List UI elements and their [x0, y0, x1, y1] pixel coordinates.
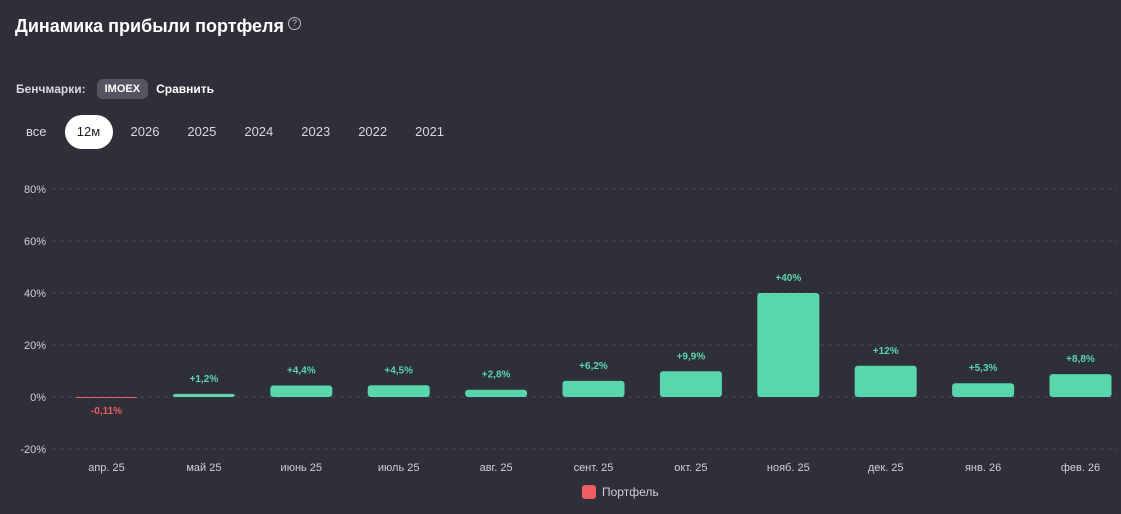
question-circle-icon[interactable]: ?	[288, 17, 301, 30]
y-tick-label: 60%	[24, 236, 46, 248]
x-tick-label: фев. 26	[1061, 462, 1100, 474]
tab-all[interactable]: все	[26, 124, 47, 139]
tab-2024[interactable]: 2024	[244, 124, 274, 139]
tab-2023[interactable]: 2023	[301, 124, 331, 139]
data-label: +12%	[873, 346, 899, 357]
data-label: +40%	[775, 273, 801, 284]
compare-button[interactable]: Сравнить	[156, 82, 215, 96]
x-tick-label: сент. 25	[574, 462, 614, 474]
bar	[270, 385, 333, 397]
x-tick-label: июнь 25	[281, 462, 323, 474]
data-label: +4,5%	[384, 365, 413, 376]
bar	[172, 393, 235, 397]
tab-12m[interactable]: 12м	[64, 115, 113, 149]
data-label: +8,8%	[1066, 354, 1095, 365]
bar	[367, 385, 430, 397]
y-tick-label: 40%	[24, 288, 46, 300]
data-label: +4,4%	[287, 366, 316, 377]
data-label: +1,2%	[190, 374, 219, 385]
y-tick-label: -20%	[20, 444, 46, 456]
x-tick-label: май 25	[186, 462, 221, 474]
data-label: +2,8%	[482, 370, 511, 381]
x-tick-label: авг. 25	[480, 462, 513, 474]
bar	[854, 365, 917, 397]
tab-2025[interactable]: 2025	[187, 124, 217, 139]
bar	[659, 371, 722, 397]
x-tick-label: дек. 25	[868, 462, 904, 474]
x-tick-label: апр. 25	[88, 462, 125, 474]
tab-2021[interactable]: 2021	[415, 124, 445, 139]
benchmark-chip-imoex[interactable]: IMOEX	[96, 79, 149, 99]
tab-2022[interactable]: 2022	[358, 124, 388, 139]
bar	[562, 380, 625, 397]
bar	[75, 397, 138, 398]
period-tabs: все 12м 2026 2025 2024 2023 2022 2021	[16, 115, 462, 149]
page-title: Динамика прибыли портфеля ?	[15, 16, 301, 37]
bar	[952, 383, 1015, 397]
x-tick-label: июль 25	[378, 462, 420, 474]
data-label: +6,2%	[579, 361, 608, 372]
benchmarks-bar: Бенчмарки: IMOEX Сравнить	[16, 79, 214, 99]
y-tick-label: 0%	[30, 392, 46, 404]
chart-legend[interactable]: Портфель	[582, 485, 659, 499]
x-tick-label: окт. 25	[674, 462, 707, 474]
tab-2026[interactable]: 2026	[130, 124, 160, 139]
data-label: +5,3%	[969, 363, 998, 374]
data-label: +9,9%	[677, 351, 706, 362]
bar	[465, 389, 528, 397]
x-tick-label: нояб. 25	[767, 462, 810, 474]
y-tick-label: 80%	[24, 184, 46, 196]
data-label: -0,11%	[91, 406, 122, 417]
y-tick-label: 20%	[24, 340, 46, 352]
x-tick-label: янв. 26	[965, 462, 1001, 474]
legend-label-portfolio: Портфель	[602, 485, 659, 499]
bar	[1049, 374, 1112, 397]
title-text: Динамика прибыли портфеля	[15, 16, 284, 36]
legend-swatch-portfolio	[582, 485, 596, 499]
bar	[757, 293, 820, 397]
benchmarks-label: Бенчмарки:	[16, 82, 86, 96]
